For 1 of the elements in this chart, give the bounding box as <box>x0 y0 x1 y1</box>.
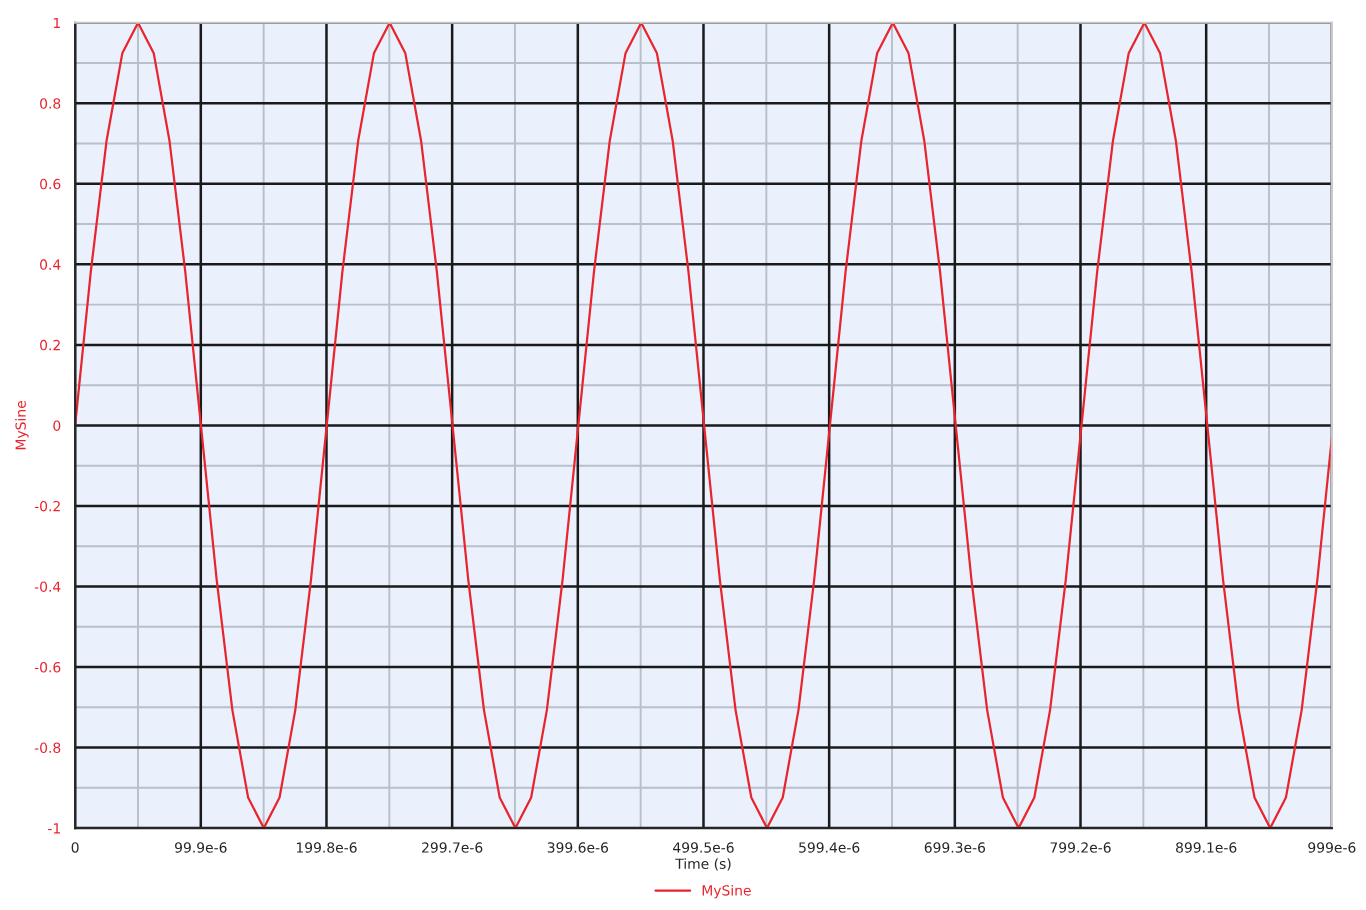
line-series <box>75 22 1332 829</box>
